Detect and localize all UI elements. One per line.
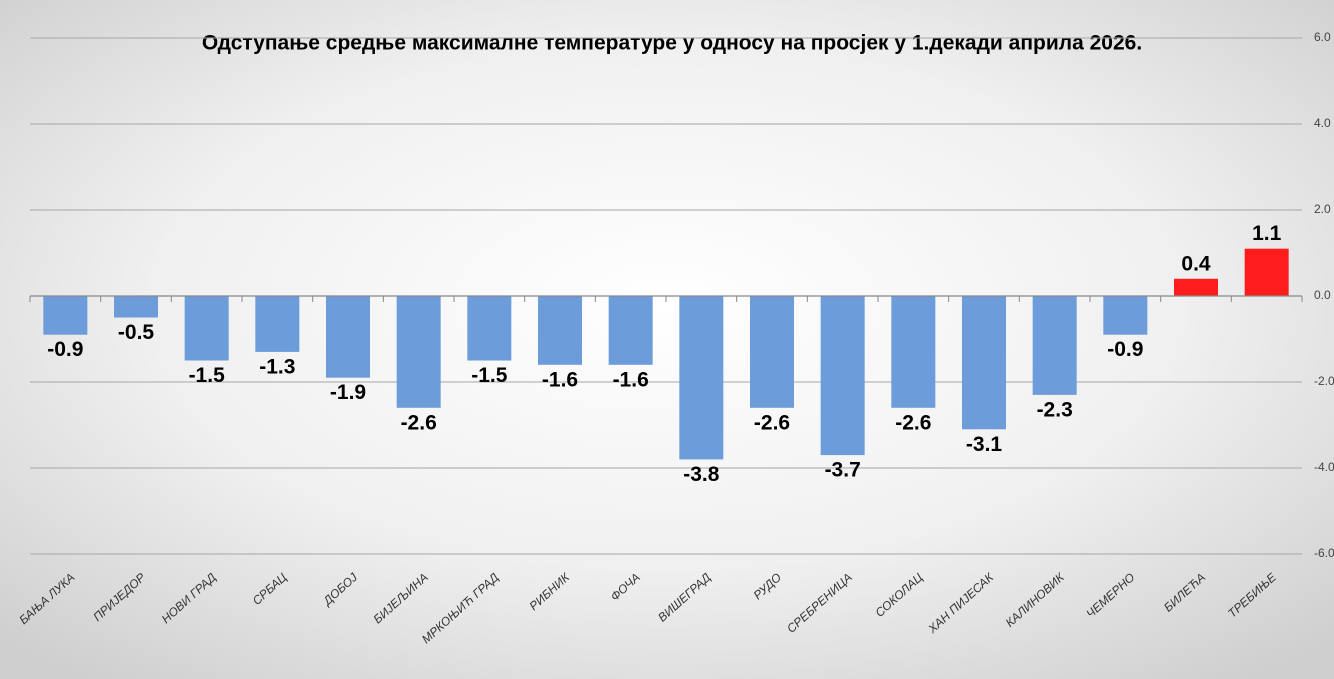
bar [608, 296, 653, 365]
bar [538, 296, 582, 365]
bar [891, 296, 936, 408]
y-tick-label: 0.0 [1314, 288, 1331, 302]
value-label: -1.9 [330, 381, 366, 404]
bar [679, 296, 724, 460]
value-label: -3.1 [966, 433, 1003, 456]
bar [467, 296, 512, 361]
value-label: -1.6 [542, 368, 578, 391]
y-tick-label: -6.0 [1314, 546, 1334, 560]
value-label: -0.9 [47, 338, 83, 361]
value-label: -1.5 [471, 364, 508, 387]
value-label: -2.3 [1037, 398, 1073, 421]
value-label: -1.6 [613, 368, 649, 391]
bar [1032, 296, 1077, 395]
y-tick-label: -2.0 [1314, 374, 1334, 388]
chart-title: Одступање средње максималне температуре … [202, 32, 1142, 55]
y-tick-label: -4.0 [1314, 460, 1334, 474]
value-label: -1.5 [189, 364, 226, 387]
value-label: -2.6 [401, 411, 437, 434]
y-tick-label: 2.0 [1314, 202, 1331, 216]
value-label: -2.6 [895, 411, 931, 434]
value-label: -0.5 [118, 321, 155, 344]
bar [255, 296, 300, 352]
value-label: 0.4 [1181, 252, 1211, 275]
value-label: -3.7 [825, 459, 861, 482]
bar [750, 296, 794, 408]
bar [1244, 248, 1289, 296]
bar [396, 296, 441, 408]
bar [1103, 296, 1148, 335]
value-label: 1.1 [1252, 222, 1282, 245]
y-tick-label: 4.0 [1314, 116, 1331, 130]
bar [184, 296, 229, 361]
value-label: -0.9 [1107, 338, 1143, 361]
bar [326, 296, 370, 378]
bar [114, 296, 158, 318]
value-label: -1.3 [259, 355, 295, 378]
bar [1174, 278, 1218, 296]
bar [43, 296, 88, 335]
value-label: -3.8 [683, 463, 720, 486]
value-label: -2.6 [754, 411, 790, 434]
bar [962, 296, 1006, 430]
bar [820, 296, 865, 456]
y-tick-label: 6.0 [1314, 30, 1331, 44]
